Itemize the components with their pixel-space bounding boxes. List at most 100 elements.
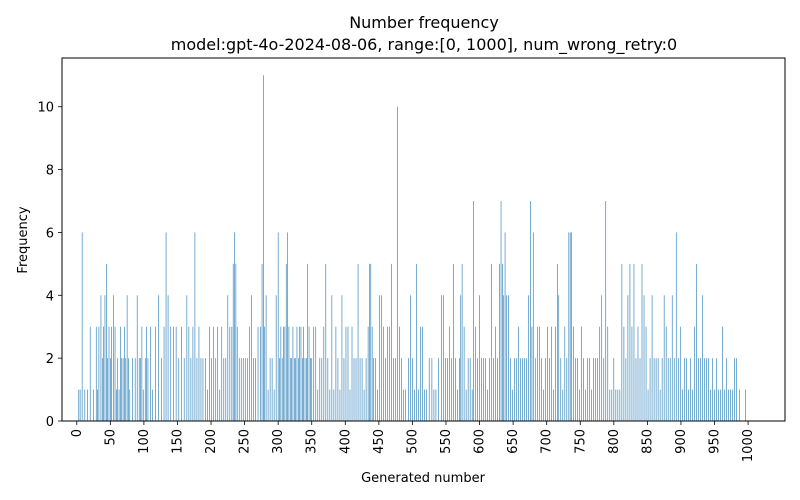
bar-91 [255,358,256,421]
bar-22 [117,358,119,421]
bar-26 [122,358,124,421]
bar-62 [198,326,200,421]
bar-78 [231,326,233,421]
bar-262 [573,326,574,421]
y-tick-label-5: 10 [37,101,54,116]
bar-152 [359,358,361,421]
bar-107 [283,326,284,421]
bar-328 [706,358,707,421]
bar-54 [181,326,182,421]
bar-89 [251,295,252,421]
bar-25 [121,358,123,421]
bar-68 [211,358,212,421]
bar-282 [613,358,615,421]
bar-111 [288,326,290,421]
bar-312 [673,358,675,421]
x-tick-label-14: 700 [540,429,555,454]
bar-221 [497,358,498,421]
bar-335 [720,389,721,421]
bar-72 [219,389,221,421]
bar-60 [194,232,196,421]
bar-120 [300,326,302,421]
bar-310 [669,358,671,421]
bar-90 [253,358,254,421]
bar-32 [132,358,133,421]
bar-51 [173,326,174,421]
bar-339 [728,389,729,421]
bar-67 [209,326,210,421]
bar-29 [126,295,128,421]
bar-228 [508,295,509,421]
bar-220 [495,326,496,421]
bar-28 [125,358,127,421]
bar-186 [426,389,427,421]
bar-112 [289,358,291,421]
y-axis-label: Frequency [16,206,31,273]
bar-298 [645,326,647,421]
bar-170 [393,358,394,421]
bar-116 [295,358,296,421]
bar-265 [579,389,580,421]
y-axis-ticks: 0 2 4 6 8 10 [37,101,62,430]
bar-194 [445,358,446,421]
bar-206 [467,358,469,421]
bar-240 [531,326,533,421]
bar-109 [285,263,287,421]
bar-197 [451,358,452,421]
bar-154 [363,389,365,421]
bar-249 [549,358,550,421]
bar-159 [371,326,373,421]
bar-127 [310,358,311,421]
bar-259 [568,232,570,421]
bar-125 [307,263,308,421]
bar-247 [545,358,546,421]
bar-296 [641,263,643,421]
bar-167 [387,326,388,421]
bar-271 [591,389,592,421]
bar-97 [265,295,267,421]
bar-123 [304,358,306,421]
bar-293 [635,358,637,421]
bar-20 [114,326,116,421]
bar-299 [647,389,649,421]
bar-147 [349,389,351,421]
bar-229 [510,358,511,421]
bar-76 [227,295,229,421]
bar-115 [293,358,295,421]
bar-344 [739,389,740,421]
x-tick-label-17: 850 [640,429,655,454]
bar-46 [161,358,162,421]
bar-106 [281,358,283,421]
x-tick-label-16: 800 [607,429,622,454]
bar-217 [489,358,490,421]
bar-209 [473,201,474,421]
bar-246 [543,389,544,421]
bar-48 [165,232,167,421]
bar-285 [619,389,621,421]
bar-192 [440,295,442,421]
bar-234 [520,358,521,421]
bar-212 [479,295,480,421]
bar-290 [629,263,631,421]
bar-243 [536,326,538,421]
bar-13 [104,295,106,421]
bar-196 [449,326,450,421]
bar-14 [106,263,107,421]
bar-187 [428,358,430,421]
x-tick-label-10: 500 [405,429,420,454]
bar-218 [491,263,492,421]
bar-158 [370,263,372,421]
x-tick-label-12: 600 [473,429,488,454]
bar-183 [420,326,421,421]
bar-142 [339,389,341,421]
bar-143 [341,295,343,421]
bar-0 [78,389,80,421]
bar-175 [403,389,404,421]
bar-190 [435,389,437,421]
bar-289 [627,295,629,421]
bar-31 [129,389,131,421]
bar-333 [716,358,717,421]
x-tick-label-8: 400 [338,429,353,454]
bar-329 [708,358,709,421]
x-tick-label-4: 200 [204,429,219,454]
